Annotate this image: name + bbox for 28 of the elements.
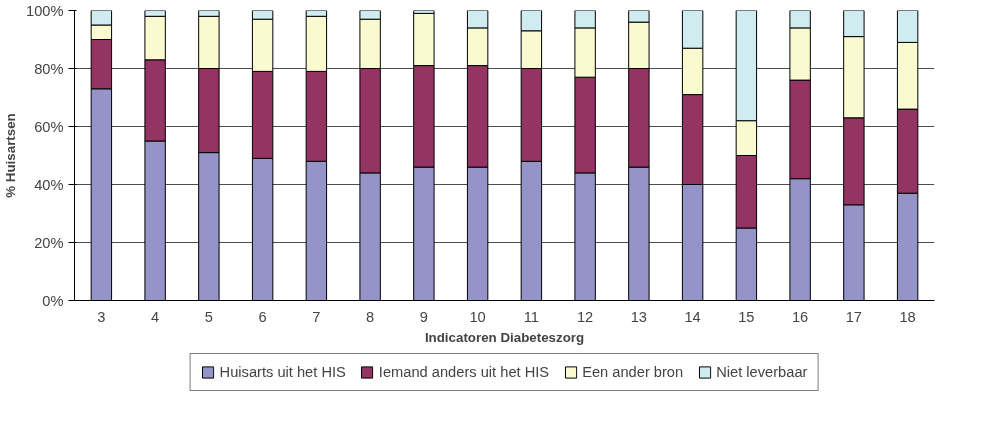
y-tick-label: 40% xyxy=(34,176,64,193)
x-tick-label: 8 xyxy=(366,308,375,325)
x-axis-title: Indicatoren Diabeteszorg xyxy=(424,329,585,345)
x-tick-label: 7 xyxy=(312,308,321,325)
legend-label: Een ander bron xyxy=(582,364,684,380)
x-tick-label: 16 xyxy=(791,308,809,325)
legend-label: Niet leverbaar xyxy=(716,364,808,380)
x-tick-label: 18 xyxy=(899,308,916,325)
y-tick-label: 0% xyxy=(42,292,64,309)
x-tick-label: 11 xyxy=(523,308,539,325)
legend-label: Iemand anders uit het HIS xyxy=(378,364,550,380)
x-tick-label: 4 xyxy=(151,308,160,325)
y-tick-label: 60% xyxy=(34,118,64,135)
y-tick-label: 100% xyxy=(26,2,64,19)
x-tick-label: 15 xyxy=(738,308,755,325)
x-tick-label: 10 xyxy=(469,308,486,325)
y-tick-label: 20% xyxy=(34,234,64,251)
y-tick-label: 80% xyxy=(34,60,64,77)
x-tick-label: 14 xyxy=(684,308,701,325)
y-axis-title: % Huisartsen xyxy=(3,113,19,198)
x-tick-label: 3 xyxy=(97,308,106,325)
x-tick-label: 12 xyxy=(576,308,594,325)
legend-label: Huisarts uit het HIS xyxy=(219,364,346,380)
x-tick-label: 6 xyxy=(258,308,267,325)
x-tick-label: 17 xyxy=(845,308,863,325)
x-tick-label: 9 xyxy=(419,308,428,325)
x-tick-label: 13 xyxy=(630,308,648,325)
x-tick-label: 5 xyxy=(204,308,213,325)
